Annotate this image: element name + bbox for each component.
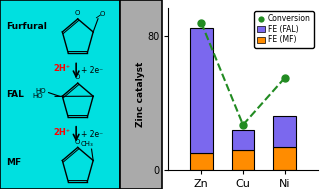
Bar bbox=[0, 0, 120, 189]
Text: + 2e⁻: + 2e⁻ bbox=[81, 130, 103, 139]
Text: + 2e⁻: + 2e⁻ bbox=[81, 66, 103, 75]
Text: Furfural: Furfural bbox=[6, 22, 47, 31]
Legend: Conversion, FE (FAL), FE (MF): Conversion, FE (FAL), FE (MF) bbox=[254, 11, 314, 48]
Bar bbox=[190, 153, 213, 170]
Text: O: O bbox=[75, 139, 80, 145]
Bar bbox=[232, 150, 254, 170]
Text: HO: HO bbox=[32, 93, 43, 99]
Text: CH₃: CH₃ bbox=[80, 141, 93, 147]
Text: FAL: FAL bbox=[6, 90, 24, 99]
Bar bbox=[120, 0, 162, 189]
Text: Zinc catalyst: Zinc catalyst bbox=[136, 62, 145, 127]
Text: 2H⁺: 2H⁺ bbox=[53, 128, 70, 137]
Text: O: O bbox=[75, 10, 80, 16]
Text: MF: MF bbox=[6, 158, 22, 167]
Bar bbox=[273, 116, 296, 147]
Text: HO: HO bbox=[36, 88, 46, 94]
Text: O: O bbox=[100, 11, 105, 17]
Bar bbox=[273, 147, 296, 170]
Bar bbox=[190, 28, 213, 153]
Text: 2H⁺: 2H⁺ bbox=[53, 64, 70, 74]
Bar bbox=[232, 130, 254, 150]
Text: O: O bbox=[75, 74, 80, 80]
